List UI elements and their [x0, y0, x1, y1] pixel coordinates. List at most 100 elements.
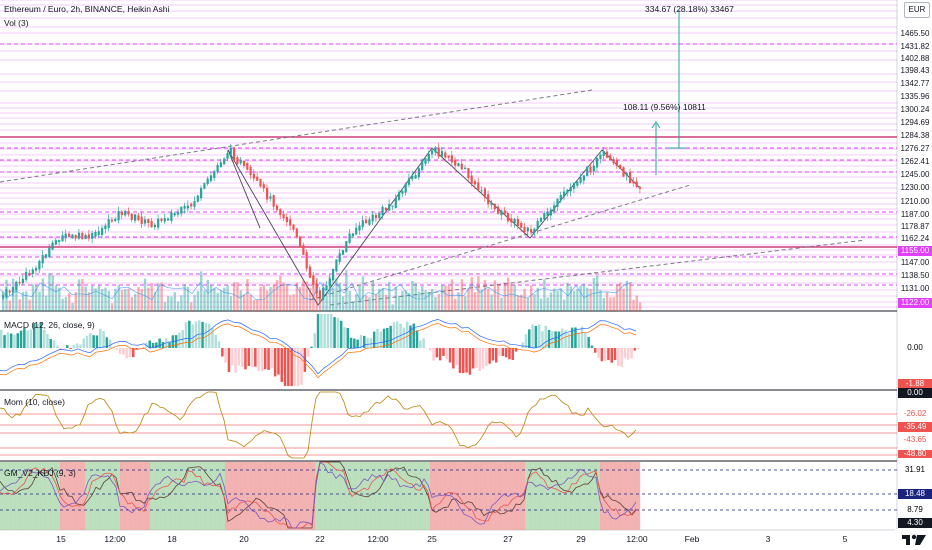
kdj-background-band	[95, 462, 101, 530]
macd-histogram-bar	[438, 348, 442, 361]
candle-body	[216, 164, 219, 172]
volume-bar	[190, 302, 193, 311]
kdj-background-band	[100, 462, 106, 530]
price-axis-label: 1155.00	[898, 246, 932, 256]
kdj-background-band	[25, 462, 31, 530]
candle-body	[186, 205, 189, 209]
macd-histogram-bar	[267, 348, 270, 370]
candle-body	[431, 150, 434, 155]
kdj-background-band	[300, 462, 306, 530]
macd-histogram-bar	[570, 327, 574, 348]
candle-body	[454, 159, 457, 166]
kdj-background-band	[120, 462, 126, 530]
volume-bar	[493, 280, 497, 311]
volume-bar	[120, 289, 124, 311]
volume-bar	[596, 275, 599, 311]
candle-body	[589, 166, 592, 172]
macd-histogram-bar	[118, 348, 122, 355]
kdj-background-band	[335, 462, 341, 530]
volume-bar	[107, 291, 110, 311]
candle-body	[137, 215, 140, 221]
volume-bar	[414, 283, 417, 311]
candle-body	[612, 159, 615, 164]
volume-bar	[200, 271, 203, 311]
candle-body	[599, 154, 602, 160]
volume-bar	[97, 285, 101, 311]
candle-body	[246, 163, 249, 170]
macd-histogram-bar	[521, 342, 524, 348]
candle-body	[596, 157, 599, 168]
volume-bar	[378, 288, 381, 311]
volume-bar	[497, 283, 500, 311]
volume-bar	[417, 291, 421, 311]
volume-bar	[54, 285, 58, 311]
kdj-background-band	[55, 462, 61, 530]
macd-histogram-bar	[39, 322, 43, 348]
macd-histogram-bar	[501, 348, 505, 356]
kdj-background-band	[220, 462, 226, 530]
candle-body	[404, 183, 407, 193]
volume-bar	[282, 282, 285, 311]
kdj-background-band	[465, 462, 471, 530]
time-axis-label: 20	[239, 534, 249, 544]
macd-histogram-bar	[247, 348, 250, 366]
volume-bar	[384, 294, 388, 311]
macd-histogram-bar	[590, 345, 594, 348]
kdj-background-band	[400, 462, 406, 530]
time-axis-label: 12:00	[626, 534, 648, 544]
macd-histogram-bar	[600, 348, 604, 362]
candle-body	[302, 245, 305, 255]
volume-bar	[635, 295, 638, 311]
volume-bar	[51, 275, 54, 311]
volume-bar	[374, 294, 378, 311]
candle-body	[226, 153, 229, 159]
macd-histogram-bar	[221, 348, 224, 357]
candle-body	[190, 203, 193, 207]
volume-bar	[31, 284, 35, 311]
kdj-background-band	[215, 462, 221, 530]
candle-body	[173, 213, 176, 216]
volume-bar	[226, 285, 229, 311]
volume-bar	[256, 299, 259, 311]
macd-histogram-bar	[498, 348, 501, 356]
volume-bar	[157, 283, 160, 311]
macd-histogram-bar	[620, 348, 623, 368]
currency-button[interactable]: EUR	[904, 2, 930, 18]
macd-histogram-bar	[42, 329, 46, 348]
candle-body	[457, 163, 460, 167]
kdj-background-band	[315, 462, 321, 530]
volume-bar	[487, 288, 490, 311]
macd-histogram-bar	[435, 348, 439, 358]
macd-histogram-bar	[0, 329, 3, 348]
kdj-background-band	[135, 462, 141, 530]
candle-body	[378, 212, 381, 219]
kdj-background-band	[175, 462, 181, 530]
macd-histogram-bar	[89, 333, 92, 348]
volume-bar	[543, 279, 546, 311]
volume-bar	[91, 286, 94, 311]
macd-histogram-bar	[240, 348, 244, 367]
macd-histogram-bar	[85, 335, 89, 348]
tradingview-logo[interactable]	[895, 529, 932, 550]
candle-body	[18, 281, 21, 284]
volume-bar	[176, 301, 180, 311]
candle-body	[592, 165, 595, 172]
macd-histogram-bar	[551, 331, 554, 348]
macd-histogram-bar	[577, 332, 580, 348]
macd-histogram-bar	[366, 337, 369, 348]
candle-body	[167, 218, 170, 221]
macd-histogram-bar	[52, 340, 56, 348]
macd-histogram-bar	[412, 323, 415, 348]
macd-histogram-bar	[178, 332, 181, 348]
macd-histogram-bar	[630, 348, 633, 359]
volume-bar	[477, 276, 480, 311]
macd-histogram-bar	[320, 314, 323, 348]
kdj-background-band	[170, 462, 176, 530]
long-measure-label: 334.67 (28.18%) 33467	[645, 4, 734, 14]
macd-histogram-bar	[115, 348, 118, 350]
candle-body	[35, 268, 38, 271]
volume-bar	[312, 274, 315, 311]
macd-histogram-bar	[405, 321, 409, 348]
macd-histogram-bar	[82, 338, 85, 348]
